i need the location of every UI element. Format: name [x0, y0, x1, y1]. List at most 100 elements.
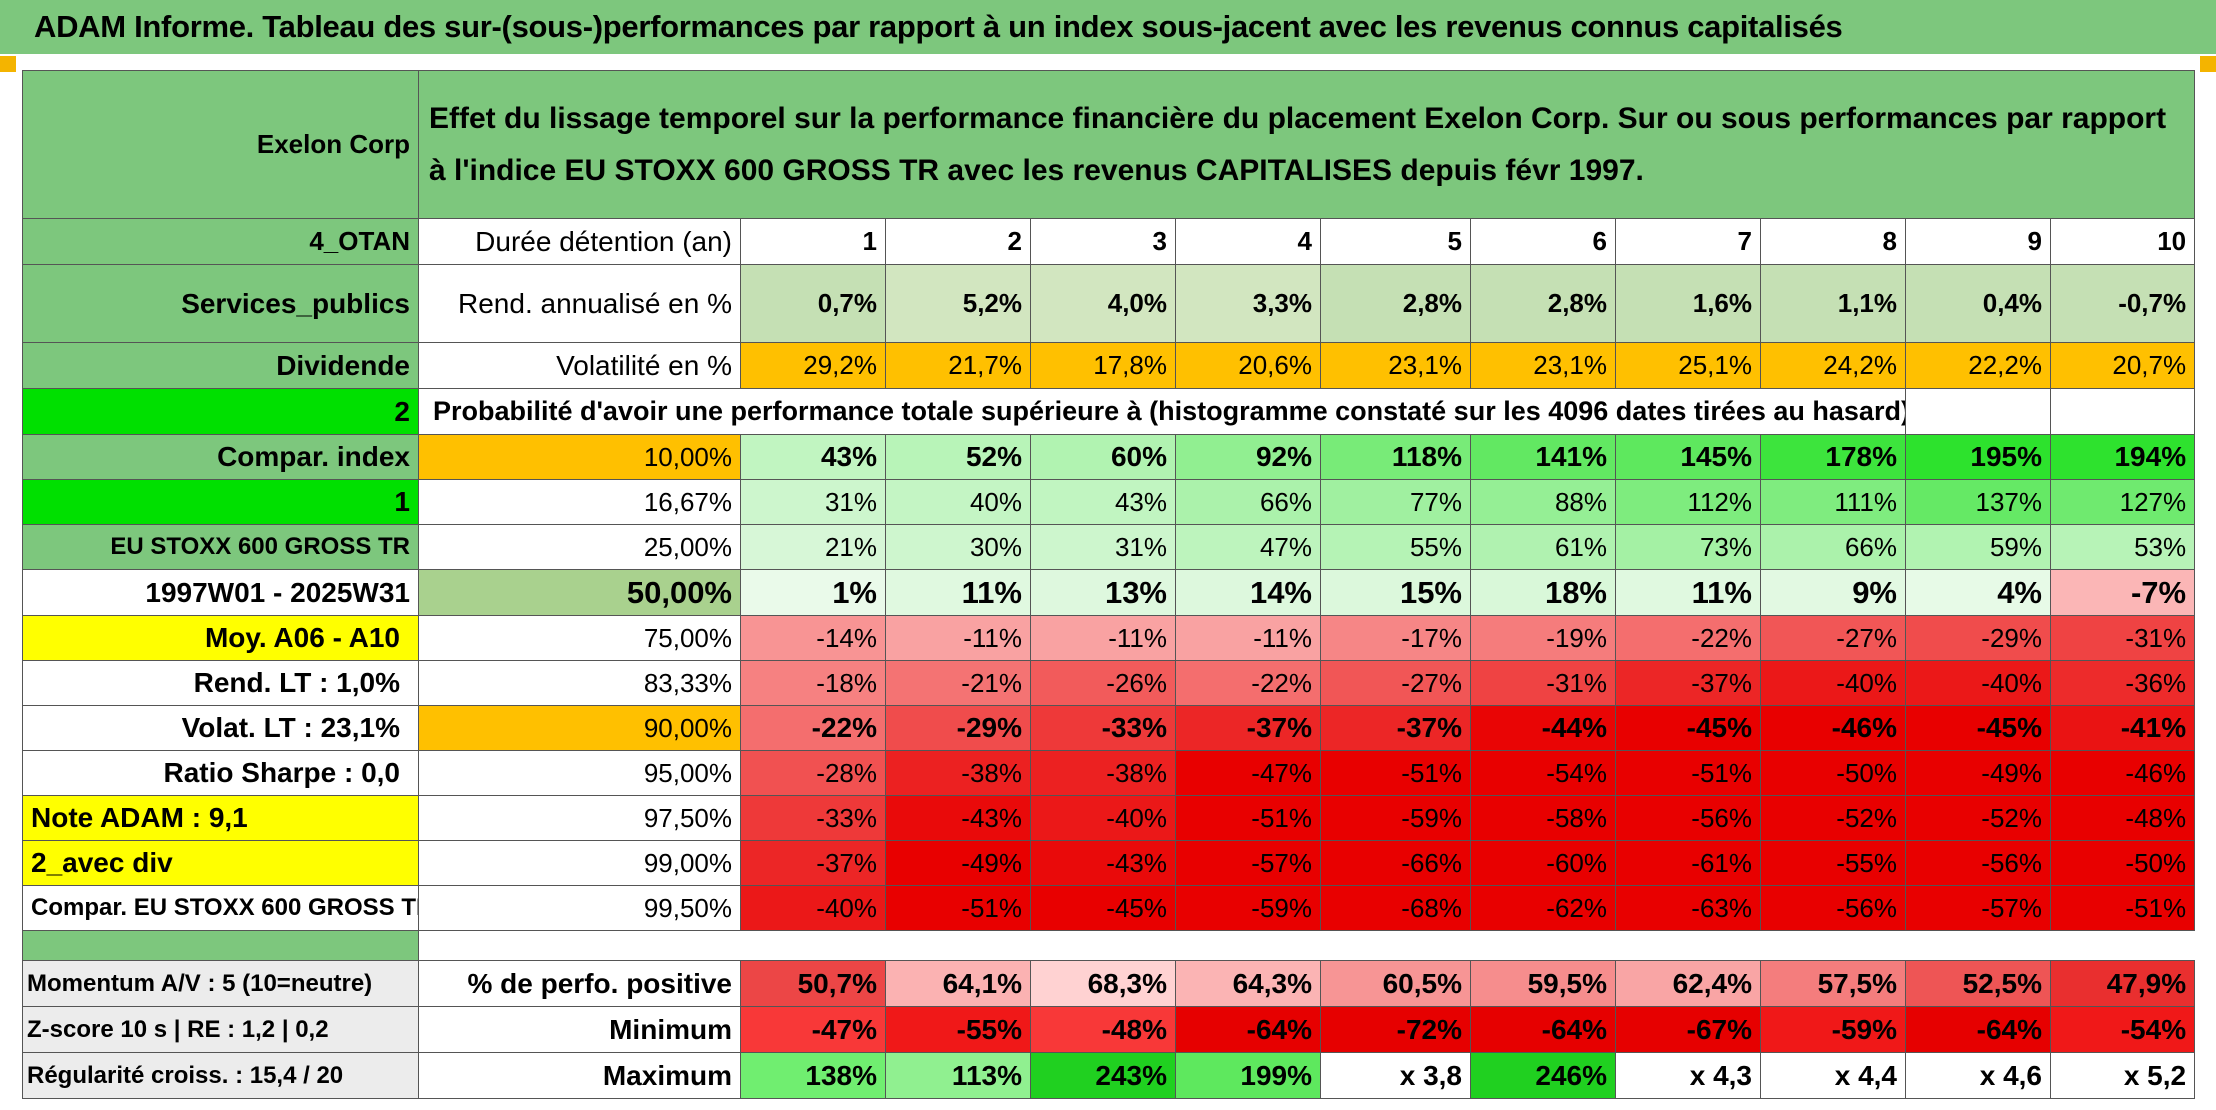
probability-cell: -33%: [1030, 705, 1176, 751]
probability-cell: 111%: [1760, 479, 1906, 525]
compar-full: Compar. EU STOXX 600 GROSS TR: [22, 885, 419, 931]
probability-cell: -37%: [1615, 660, 1761, 706]
probability-cell: -37%: [740, 840, 886, 886]
probability-level: 25,00%: [418, 524, 741, 570]
probability-cell: -37%: [1320, 705, 1471, 751]
probability-cell: 9%: [1760, 569, 1906, 616]
probability-cell: 1%: [740, 569, 886, 616]
probability-level: 99,00%: [418, 840, 741, 886]
spacer-cell: [418, 930, 2195, 961]
probability-cell: -47%: [1175, 750, 1321, 796]
probability-cell: -56%: [1905, 840, 2051, 886]
probability-cell: 127%: [2049, 479, 2196, 525]
probability-cell: -44%: [1470, 705, 1616, 751]
probability-cell: -50%: [2049, 840, 2196, 886]
probability-cell: -54%: [1470, 750, 1616, 796]
probability-cell: 66%: [1175, 479, 1321, 525]
ratio-sharpe: Ratio Sharpe : 0,0: [22, 750, 419, 796]
probability-cell: 52%: [885, 434, 1031, 480]
year-header: 10: [2049, 218, 2196, 265]
probability-cell: -51%: [1175, 795, 1321, 841]
probability-level: 83,33%: [418, 660, 741, 706]
probability-cell: -37%: [1175, 705, 1321, 751]
probability-level: 95,00%: [418, 750, 741, 796]
probability-cell: -36%: [2049, 660, 2196, 706]
probability-cell: 14%: [1175, 569, 1321, 616]
probability-cell: -46%: [2049, 750, 2196, 796]
probability-cell: 18%: [1470, 569, 1616, 616]
probability-cell: 15%: [1320, 569, 1471, 616]
maximum-cell: x 4,3: [1615, 1052, 1761, 1099]
maximum-cell: 246%: [1470, 1052, 1616, 1099]
probability-cell: -27%: [1760, 615, 1906, 661]
year-header: 2: [885, 218, 1031, 265]
label-rend: Rend. annualisé en %: [418, 264, 741, 343]
probability-cell: 60%: [1030, 434, 1176, 480]
probability-cell: -51%: [1615, 750, 1761, 796]
probability-cell: -38%: [1030, 750, 1176, 796]
probability-cell: -11%: [1175, 615, 1321, 661]
index-name: EU STOXX 600 GROSS TR: [22, 524, 419, 570]
pct-positive-cell: 59,5%: [1470, 960, 1616, 1007]
maximum-cell: x 5,2: [2049, 1052, 2196, 1099]
probability-cell: -17%: [1320, 615, 1471, 661]
probability-cell: 73%: [1615, 524, 1761, 570]
probability-cell: -31%: [1470, 660, 1616, 706]
volat-cell: 22,2%: [1905, 342, 2051, 389]
rend-cell: 2,8%: [1470, 264, 1616, 343]
probability-cell: -66%: [1320, 840, 1471, 886]
compar-index-value: 1: [22, 479, 419, 525]
blank-cell: [1905, 388, 2051, 435]
note-adam: Note ADAM : 9,1: [22, 795, 419, 841]
probability-cell: 141%: [1470, 434, 1616, 480]
probability-cell: -59%: [1175, 885, 1321, 931]
probability-cell: 31%: [1030, 524, 1176, 570]
minimum-cell: -48%: [1030, 1006, 1176, 1053]
rend-cell: 0,7%: [740, 264, 886, 343]
year-header: 6: [1470, 218, 1616, 265]
probability-cell: -61%: [1615, 840, 1761, 886]
probability-cell: 145%: [1615, 434, 1761, 480]
volat-cell: 29,2%: [740, 342, 886, 389]
probability-cell: -40%: [1030, 795, 1176, 841]
compar-index-label: Compar. index: [22, 434, 419, 480]
volat-lt: Volat. LT : 23,1%: [22, 705, 419, 751]
volat-cell: 23,1%: [1320, 342, 1471, 389]
probability-cell: -29%: [1905, 615, 2051, 661]
sector-label: Services_publics: [22, 264, 419, 343]
probability-cell: 66%: [1760, 524, 1906, 570]
corner-marker-right: [2200, 56, 2216, 72]
probability-cell: -51%: [1320, 750, 1471, 796]
maximum-cell: x 4,4: [1760, 1052, 1906, 1099]
corner-marker-left: [0, 56, 16, 72]
year-header: 1: [740, 218, 886, 265]
pct-positive-cell: 57,5%: [1760, 960, 1906, 1007]
moyenne-label: Moy. A06 - A10: [22, 615, 419, 661]
probability-cell: -45%: [1615, 705, 1761, 751]
probability-cell: 55%: [1320, 524, 1471, 570]
probability-cell: -46%: [1760, 705, 1906, 751]
probability-cell: 53%: [2049, 524, 2196, 570]
volat-cell: 23,1%: [1470, 342, 1616, 389]
volat-cell: 24,2%: [1760, 342, 1906, 389]
probability-level: 16,67%: [418, 479, 741, 525]
probability-cell: 118%: [1320, 434, 1471, 480]
year-header: 8: [1760, 218, 1906, 265]
probability-cell: -49%: [1905, 750, 2051, 796]
period-range: 1997W01 - 2025W31: [22, 569, 419, 616]
volat-cell: 17,8%: [1030, 342, 1176, 389]
minimum-cell: -64%: [1905, 1006, 2051, 1053]
probability-cell: -33%: [740, 795, 886, 841]
probability-cell: -57%: [1175, 840, 1321, 886]
maximum-cell: 113%: [885, 1052, 1031, 1099]
probability-cell: -45%: [1905, 705, 2051, 751]
year-header: 7: [1615, 218, 1761, 265]
probability-level: 99,50%: [418, 885, 741, 931]
rend-cell: 5,2%: [885, 264, 1031, 343]
table-description: Effet du lissage temporel sur la perform…: [417, 70, 2196, 219]
probability-cell: -57%: [1905, 885, 2051, 931]
probability-cell: -7%: [2049, 569, 2196, 616]
probability-cell: 61%: [1470, 524, 1616, 570]
probability-cell: -43%: [885, 795, 1031, 841]
probability-cell: -21%: [885, 660, 1031, 706]
